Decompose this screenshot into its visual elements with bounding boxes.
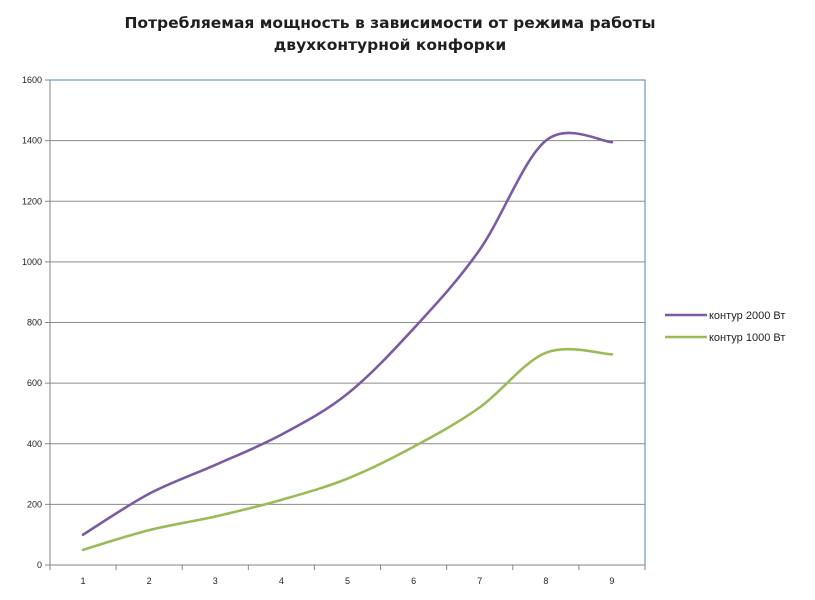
y-tick-label: 600	[27, 378, 42, 388]
data-point	[81, 548, 85, 552]
legend: контур 2000 Вт контур 1000 Вт	[665, 310, 785, 344]
chart-title-line-2: двухконтурной конфорки	[273, 36, 507, 54]
series-line-2	[81, 347, 614, 552]
x-tick-labels: 1 2 3 4 5 6 7 8 9	[81, 576, 615, 586]
x-tick-label: 5	[345, 576, 350, 586]
x-tick-label: 4	[279, 576, 284, 586]
data-point	[478, 406, 481, 409]
x-tick-label: 9	[609, 576, 614, 586]
y-tick-label: 400	[27, 439, 42, 449]
y-tick-label: 1000	[22, 257, 42, 267]
y-tick-label: 1200	[22, 196, 42, 206]
data-point	[280, 498, 283, 502]
data-point	[81, 533, 85, 536]
y-tick-label: 1600	[22, 75, 42, 85]
y-tick-labels: 0 200 400 600 800 1000 1200 1400 1600	[22, 75, 42, 570]
data-point	[544, 139, 548, 142]
x-tick-label: 3	[213, 576, 218, 586]
x-tick-label: 8	[543, 576, 548, 586]
data-point	[610, 353, 614, 356]
data-point	[346, 477, 349, 480]
axes	[45, 79, 646, 570]
data-point	[412, 445, 415, 448]
data-point	[412, 327, 415, 330]
x-tick-label: 6	[411, 576, 416, 586]
legend-label: контур 1000 Вт	[709, 332, 785, 344]
data-point	[478, 248, 481, 251]
series-line-1	[81, 131, 614, 536]
y-tick-label: 800	[27, 318, 42, 328]
data-point	[147, 492, 151, 495]
data-point	[147, 528, 151, 532]
data-point	[214, 463, 217, 467]
chart-title-line-1: Потребляемая мощность в зависимости от р…	[124, 14, 656, 32]
series-lines	[81, 131, 614, 552]
x-tick-label: 1	[81, 576, 86, 586]
data-point	[214, 515, 217, 518]
y-tick-label: 1400	[22, 136, 42, 146]
chart-title: Потребляемая мощность в зависимости от р…	[90, 12, 690, 56]
data-point	[346, 392, 349, 395]
y-tick-label: 200	[27, 499, 42, 509]
legend-label: контур 2000 Вт	[709, 310, 785, 322]
x-tick-label: 7	[477, 576, 482, 586]
data-point	[280, 433, 283, 436]
data-point	[610, 140, 614, 144]
y-tick-label: 0	[37, 560, 42, 570]
data-point	[544, 351, 548, 355]
x-tick-label: 2	[147, 576, 152, 586]
gridlines	[50, 79, 645, 505]
